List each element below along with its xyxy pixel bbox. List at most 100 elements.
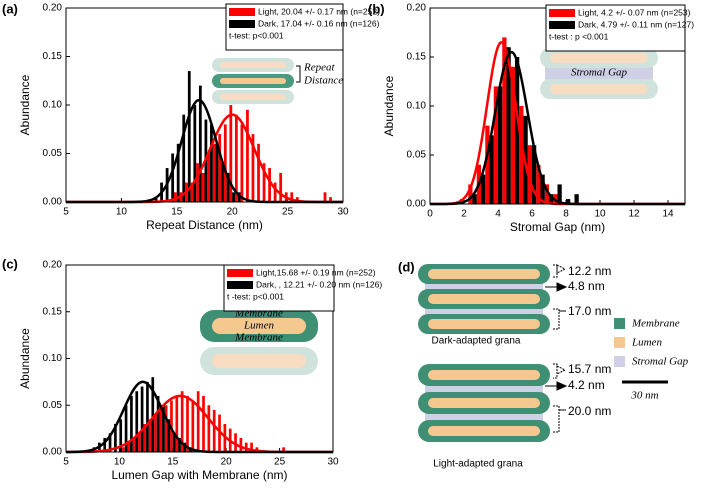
bar <box>138 433 141 452</box>
bar <box>172 433 176 452</box>
bar <box>229 105 233 202</box>
bar <box>127 442 131 452</box>
bar <box>201 172 205 202</box>
x-tick-label: 5 <box>63 457 69 468</box>
bar <box>485 125 490 204</box>
bar <box>140 386 144 452</box>
x-tick-label: 12 <box>628 209 640 220</box>
bar <box>226 172 230 202</box>
bar <box>273 182 277 202</box>
bar <box>124 405 128 452</box>
bar <box>135 391 139 452</box>
bar <box>218 134 222 202</box>
legend-swatch <box>227 281 253 289</box>
bar <box>246 109 249 202</box>
y-tick-label: 0.15 <box>407 52 427 63</box>
inset-label: Repeat <box>303 62 335 74</box>
bar <box>510 66 515 204</box>
bar <box>212 143 216 202</box>
bar <box>489 135 494 204</box>
legend-label: Membrane <box>631 318 680 330</box>
bar <box>540 174 545 204</box>
x-axis-title: Lumen Gap with Membrane (nm) <box>111 468 287 482</box>
bar <box>193 105 197 202</box>
x-tick-label: 20 <box>227 207 239 218</box>
bar <box>183 442 187 452</box>
plot-frame <box>65 264 334 453</box>
bar <box>532 145 537 204</box>
y-tick-label: 0.10 <box>43 100 63 111</box>
bar <box>114 423 117 452</box>
bar <box>196 391 200 452</box>
bar <box>156 395 160 452</box>
bar <box>279 172 283 202</box>
bar <box>196 163 199 202</box>
bar <box>154 197 158 202</box>
bar <box>132 437 136 452</box>
legend-label: Light,15.68 +/- 0.19 nm (n=252) <box>256 267 376 277</box>
x-tick-label: 30 <box>337 207 349 218</box>
legend-swatch <box>229 20 255 28</box>
bar <box>329 197 332 202</box>
bar <box>268 168 271 202</box>
bar <box>159 409 163 452</box>
x-tick-label: 15 <box>167 457 179 468</box>
panel-label: (a) <box>2 1 18 16</box>
plot-frame <box>65 7 344 203</box>
y-tick-label: 0.00 <box>43 447 63 458</box>
inset-label: Membrane <box>234 332 283 344</box>
bar <box>215 143 219 202</box>
bar <box>180 391 184 452</box>
bar <box>536 164 541 204</box>
legend-note: t-test: p<0.001 <box>229 30 284 40</box>
bar <box>519 106 524 204</box>
bar <box>187 71 191 202</box>
bar <box>468 184 473 204</box>
legend-label: Lumen <box>631 337 662 349</box>
x-tick-label: 10 <box>594 209 606 220</box>
bar <box>323 192 327 202</box>
bar <box>202 395 205 452</box>
bar <box>182 114 186 202</box>
diagram: (d) 12.2 nm 4.8 nm 17.0 nm Dark-adapted … <box>398 259 689 469</box>
bar <box>240 124 244 202</box>
bar <box>146 381 149 452</box>
bar <box>130 395 133 452</box>
x-axis-title: Stromal Gap (nm) <box>510 220 605 234</box>
inset-c: Membrane Lumen Membrane <box>200 308 318 375</box>
bar <box>174 192 177 202</box>
bar <box>506 47 511 205</box>
bar <box>234 433 237 452</box>
bar <box>232 192 235 202</box>
y-tick-label: 0.05 <box>43 400 63 411</box>
bar <box>237 192 241 202</box>
bar <box>502 37 507 205</box>
bar <box>119 419 123 452</box>
bar <box>223 124 227 202</box>
x-tick-label: 20 <box>221 457 233 468</box>
bar <box>290 192 294 202</box>
measurement: 4.8 nm <box>568 279 605 293</box>
bar <box>262 163 266 202</box>
x-tick-label: 2 <box>461 209 467 220</box>
y-axis-title: Abundance <box>382 75 396 136</box>
inset-a: Repeat Distance <box>212 58 343 104</box>
y-tick-label: 0.00 <box>43 197 63 208</box>
x-tick-label: 10 <box>116 207 128 218</box>
caption: Dark-adapted grana <box>432 336 521 347</box>
bar <box>164 405 168 452</box>
x-tick-label: 5 <box>63 207 69 218</box>
bar <box>544 184 549 204</box>
caption: Light-adapted grana <box>433 459 523 470</box>
bar <box>221 163 224 202</box>
bar <box>191 400 195 452</box>
bar <box>244 442 248 452</box>
legend-note: t-test : p <0.001 <box>549 31 609 41</box>
legend-swatch <box>549 9 575 17</box>
y-tick-label: 0.20 <box>407 3 427 14</box>
inset-label: Stromal Gap <box>571 67 628 79</box>
plot: 0.00 0.05 0.10 0.15 0.20 5 10 15 20 25 30 Repeat Di… <box>2 1 380 232</box>
y-tick-label: 0.05 <box>43 148 63 159</box>
legend-swatch <box>549 21 575 29</box>
